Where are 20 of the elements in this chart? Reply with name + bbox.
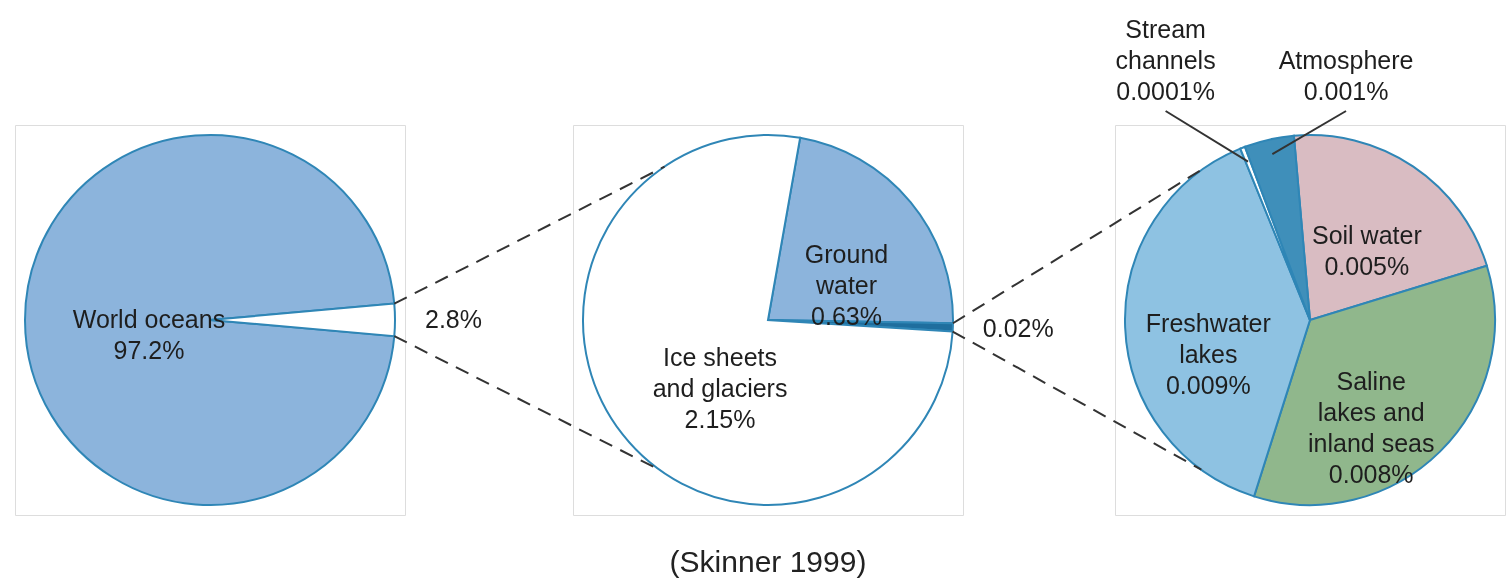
pie-slice xyxy=(24,134,396,506)
data-label: 0.0001% xyxy=(1116,77,1215,105)
slice-label: World oceans xyxy=(72,305,226,334)
slice-label: Stream channels xyxy=(1115,15,1216,74)
data-label: 0.005% xyxy=(1324,251,1410,280)
data-label: 0.02% xyxy=(982,313,1054,342)
text: (Skinner 1999) xyxy=(669,545,867,579)
slice-label: Saline lakes and inland seas xyxy=(1307,366,1435,457)
data-label: 0.008% xyxy=(1328,459,1414,488)
slice-label: Freshwater lakes xyxy=(1145,309,1271,369)
data-label: 0.001% xyxy=(1303,77,1389,105)
data-label: 2.15% xyxy=(684,404,756,433)
data-label: 0.009% xyxy=(1165,371,1251,400)
data-label: 97.2% xyxy=(113,336,185,365)
pie-slice xyxy=(582,134,954,506)
slice-label: Soil water xyxy=(1311,220,1422,249)
slice-label: Atmosphere xyxy=(1278,46,1414,74)
data-label: 2.8% xyxy=(425,304,482,333)
slice-label: Ice sheets and glaciers xyxy=(652,342,788,402)
slice-label: Ground water xyxy=(804,240,889,300)
